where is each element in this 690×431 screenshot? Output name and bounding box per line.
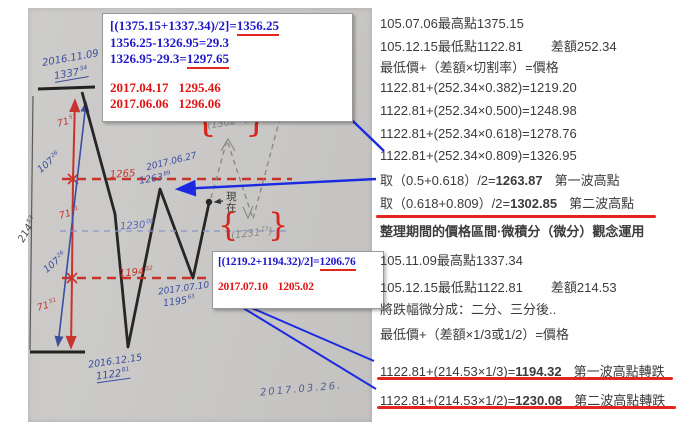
hand-current-label: 現在 — [226, 191, 237, 214]
right-row-formula2: 最低價+（差額×1/3或1/2）=價格 — [380, 327, 569, 342]
right-row-0382: 1122.81+(252.34×0.382)=1219.20 — [380, 80, 577, 95]
red-brace-close-1231: } — [268, 206, 289, 244]
right-row-high-1375: 105.07.06最高點1375.15 — [380, 16, 524, 31]
right-row-low-214: 105.12.15最低點1122.81 差額214.53 — [380, 280, 617, 295]
right-row-wave1-high: 取（0.5+0.618）/2=1263.87 第一波高點 — [380, 173, 620, 188]
date-price-1205: 2017.07.10 1205.02 — [218, 281, 314, 293]
red-underline-wave1 — [377, 377, 673, 380]
formula-1297: 1326.95-29.3=1297.65 — [110, 51, 345, 69]
formula-29: 1356.25-1326.95=29.3 — [110, 34, 229, 50]
formula-1356: [(1375.15+1337.34)/2]=1356.25 — [110, 18, 345, 36]
red-underline-wave2 — [377, 406, 676, 409]
hand-level-1265: 1265 — [109, 168, 136, 181]
right-row-wave1-turn: 1122.81+(214.53×1/3)=1194.32 第一波高點轉跌 — [380, 364, 665, 379]
calc-box-1206: [(1219.2+1194.32)/2]=1206.76 2017.07.10 1… — [212, 251, 384, 309]
red-underline-section1 — [376, 215, 656, 218]
right-row-concept: 整理期間的價格區間·微積分（微分）觀念運用 — [380, 224, 645, 239]
right-row-low-252: 105.12.15最低點1122.81 差額252.34 — [380, 39, 617, 54]
right-row-wave2-turn: 1122.81+(214.53×1/2)=1230.08 第二波高點轉跌 — [380, 393, 666, 408]
formula-1206: [(1219.2+1194.32)/2]=1206.76 — [218, 255, 378, 271]
calc-box-1356: [(1375.15+1337.34)/2]=1356.25 1356.25-13… — [102, 13, 353, 122]
right-row-0618: 1122.81+(252.34×0.618)=1278.76 — [380, 126, 577, 141]
right-row-high-1337: 105.11.09最高點1337.34 — [380, 253, 523, 268]
right-row-split: 將跌幅微分成：二分、三分後.. — [380, 302, 557, 317]
date-price-1295: 2017.04.17 1295.46 — [110, 79, 221, 95]
right-row-wave2-high: 取（0.618+0.809）/2=1302.85 第二波高點 — [380, 196, 635, 211]
red-brace-open-1231: { — [218, 206, 239, 244]
right-row-0500: 1122.81+(252.34×0.500)=1248.98 — [380, 103, 577, 118]
right-row-formula: 最低價+（差額×切割率）=價格 — [380, 60, 559, 75]
right-row-0809: 1122.81+(252.34×0.809)=1326.95 — [380, 148, 577, 163]
hand-level-1230: 123008 — [119, 217, 155, 233]
hand-level-1194: 119432 — [118, 264, 154, 280]
date-price-1296: 2017.06.06 1296.06 — [110, 96, 221, 111]
